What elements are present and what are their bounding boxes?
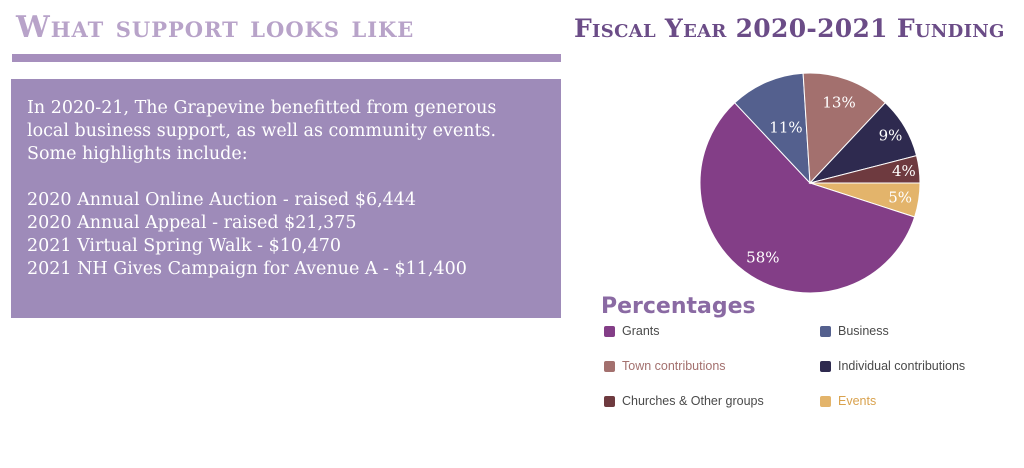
chart-legend: Grants Business Town contributions Individu… — [604, 324, 1014, 424]
legend-label: Events — [838, 394, 877, 408]
legend-swatch — [820, 360, 831, 372]
legend-swatch — [604, 360, 615, 372]
support-heading: What support looks like — [16, 10, 415, 45]
legend-swatch — [820, 325, 831, 337]
highlight-item: 2020 Annual Online Auction - raised $6,4… — [27, 190, 417, 210]
legend-item: Individual contributions — [820, 359, 965, 373]
legend-label: Grants — [622, 324, 660, 338]
pie-label: 13% — [822, 93, 855, 111]
intro-line: In 2020-21, The Grapevine benefitted fro… — [27, 98, 497, 118]
highlight-item: 2021 NH Gives Campaign for Avenue A - $1… — [27, 259, 467, 279]
pie-label: 9% — [879, 126, 903, 144]
legend-title: Percentages — [601, 294, 756, 319]
pie-slice-grants — [699, 102, 916, 294]
paragraph-spacer — [27, 166, 561, 189]
pie-label: 58% — [746, 248, 779, 266]
chart-title: Fiscal Year 2020-2021 Funding — [574, 14, 1005, 43]
legend-label: Churches & Other groups — [622, 394, 764, 408]
highlight-item: 2020 Annual Appeal - raised $21,375 — [27, 213, 357, 233]
highlight-item: 2021 Virtual Spring Walk - $10,470 — [27, 236, 341, 256]
legend-label: Individual contributions — [838, 359, 966, 373]
legend-swatch — [820, 395, 831, 407]
pie-slice-churches-other-groups — [809, 155, 921, 184]
funding-pie-chart: 5% 58% 11% 13% 9% 4% — [699, 72, 921, 294]
pie-label: 5% — [888, 188, 912, 206]
intro-line: Some highlights include: — [27, 144, 248, 164]
legend-label: Business — [838, 324, 889, 338]
legend-item: Business — [820, 324, 889, 338]
legend-item: Churches & Other groups — [604, 394, 764, 408]
pie-label: 4% — [892, 162, 916, 180]
pie-label: 11% — [769, 118, 802, 136]
pie-slice-town-contributions — [802, 72, 887, 185]
legend-item: Town contributions — [604, 359, 726, 373]
legend-label: Town contributions — [622, 359, 726, 373]
legend-item: Events — [820, 394, 876, 408]
legend-swatch — [604, 325, 615, 337]
support-info-panel: In 2020-21, The Grapevine benefitted fro… — [11, 79, 561, 318]
pie-slice-business — [733, 72, 811, 185]
legend-swatch — [604, 395, 615, 407]
legend-item: Grants — [604, 324, 660, 338]
heading-divider — [12, 54, 561, 62]
intro-line: local business support, as well as commu… — [27, 121, 497, 141]
